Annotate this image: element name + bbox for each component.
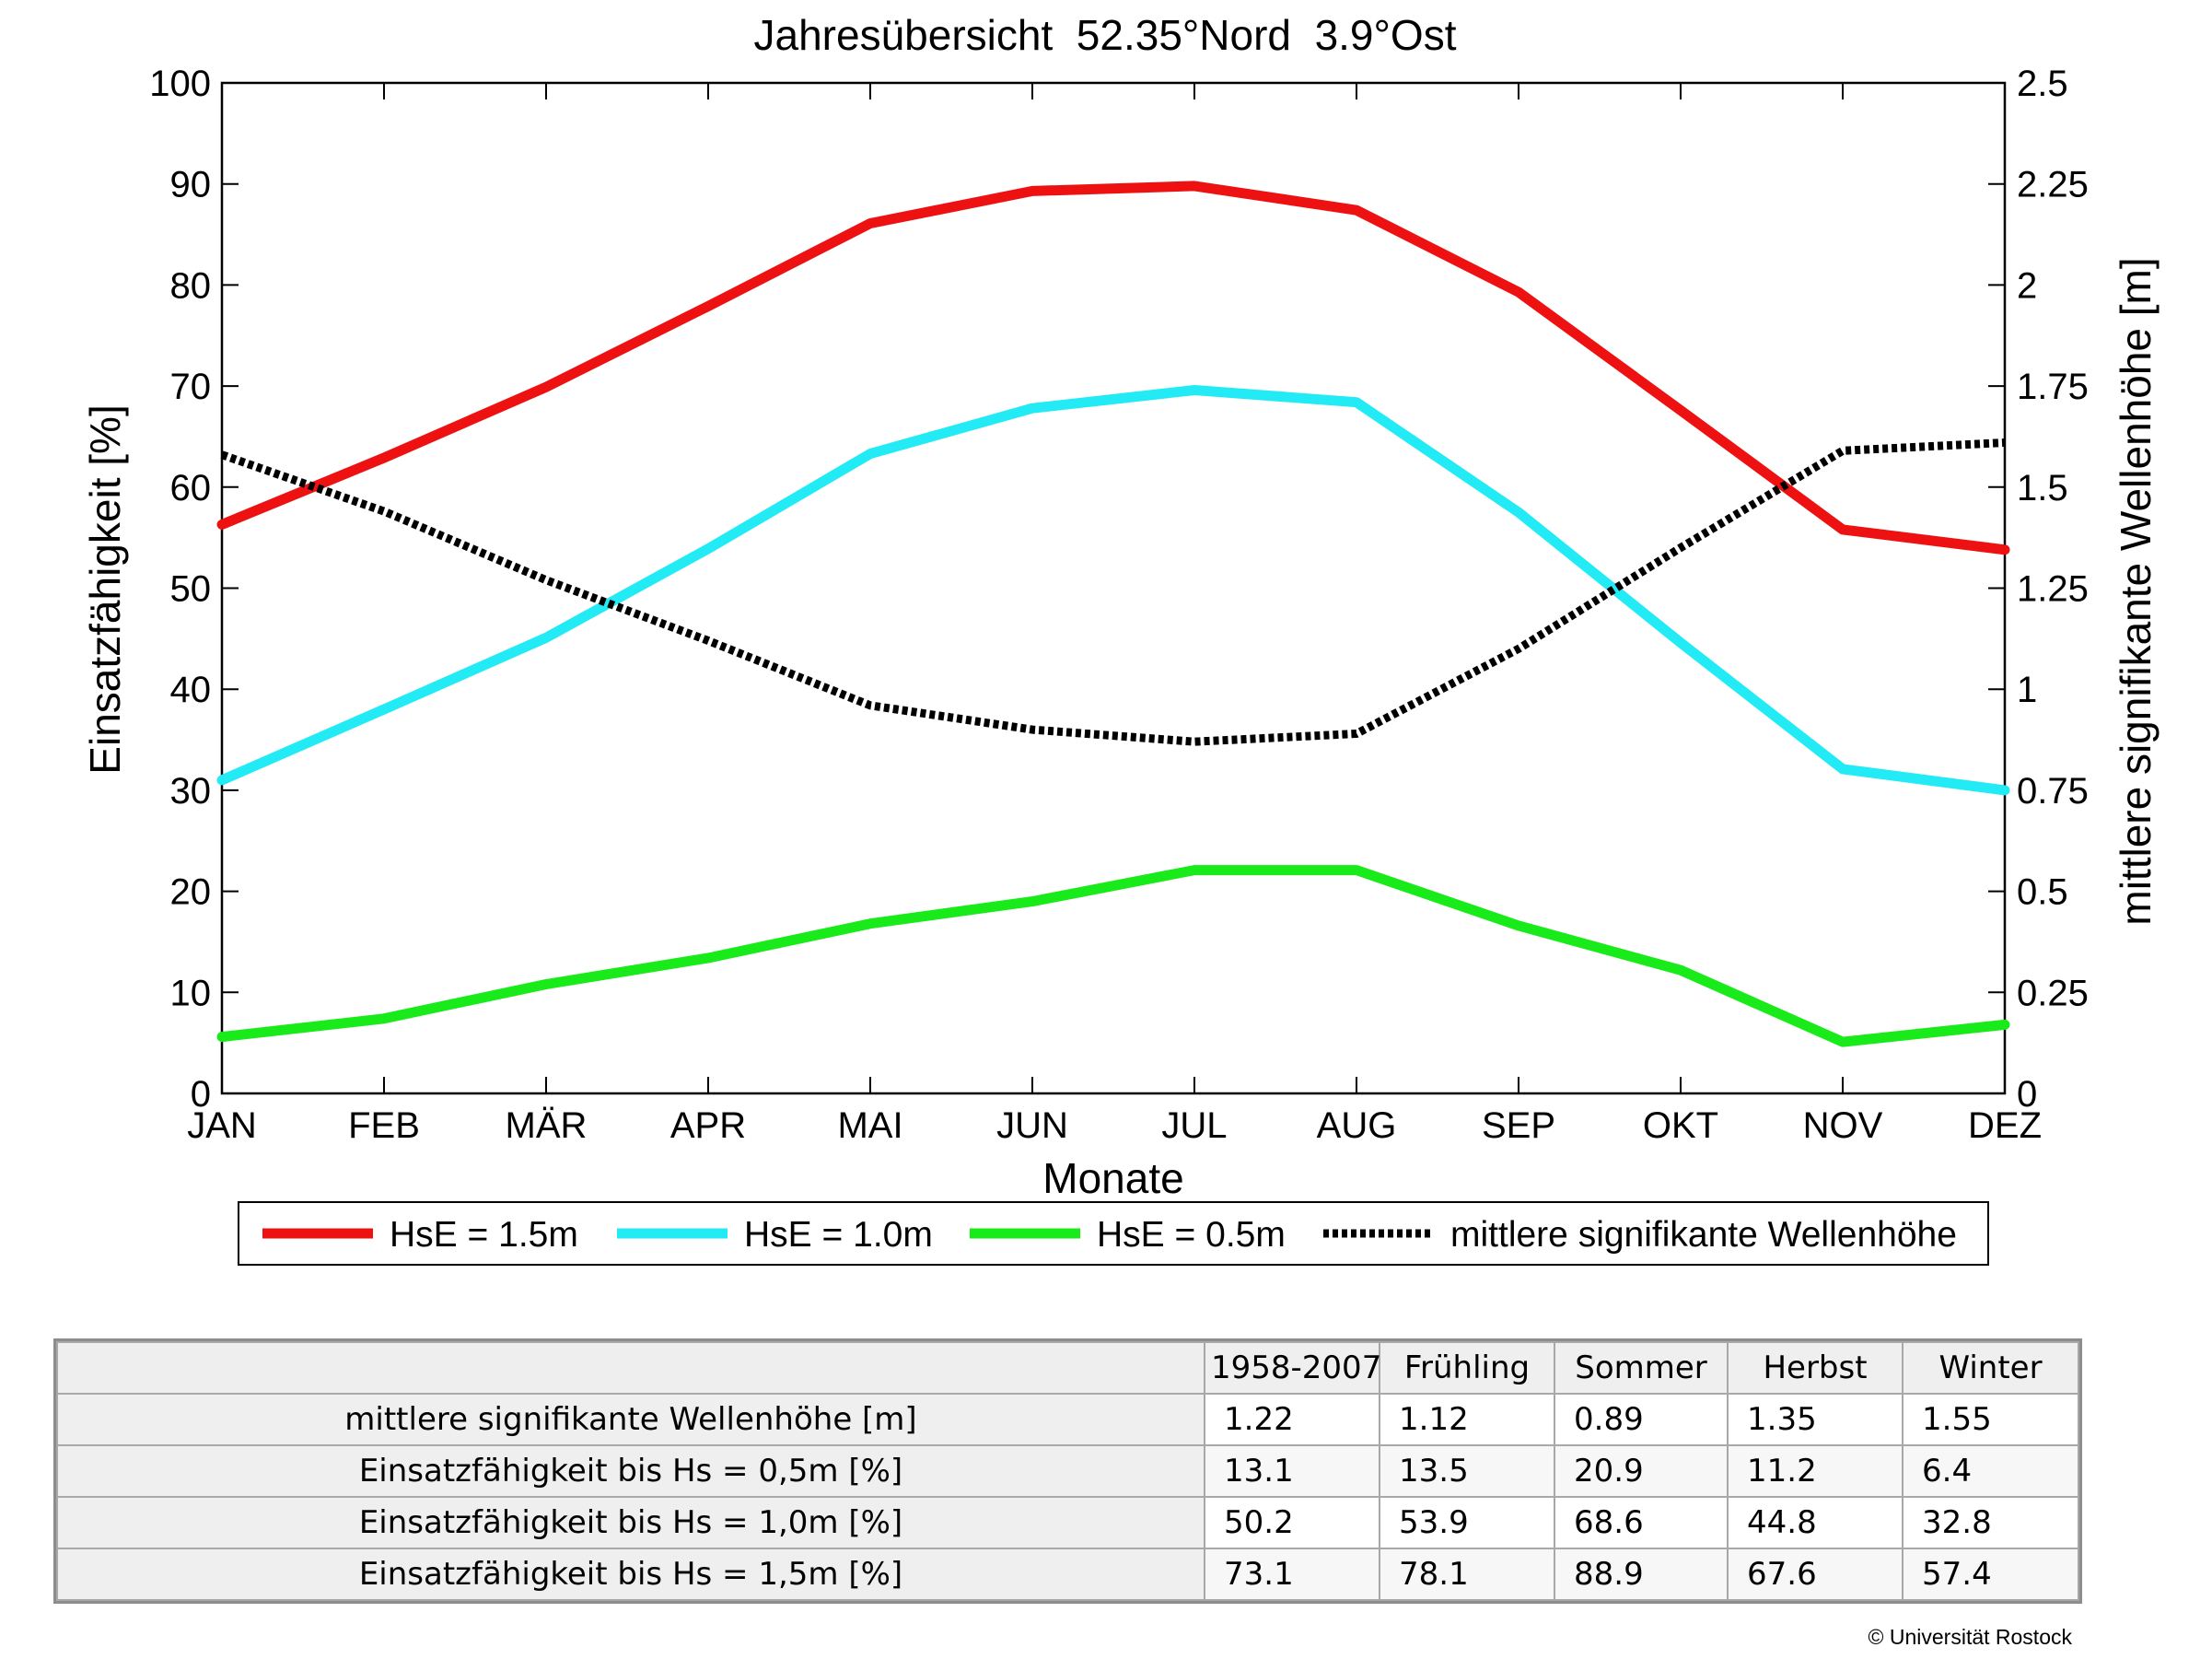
x-tick-label: MÄR (506, 1105, 588, 1146)
table-row: mittlere signifikante Wellenhöhe [m] 1.2… (56, 1393, 2079, 1446)
left-tick-label: 0 (191, 1074, 211, 1115)
table-cell: 1.55 (1902, 1393, 2079, 1446)
table-cell: 1.22 (1204, 1393, 1380, 1446)
series-line-1 (216, 181, 2010, 555)
table-cell: 6.4 (1902, 1444, 2079, 1498)
right-tick-label: 0 (2017, 1074, 2037, 1115)
right-tick-label: 1.5 (2017, 468, 2068, 508)
right-tick-label: 0.75 (2017, 771, 2089, 812)
right-tick-label: 1.75 (2017, 367, 2089, 407)
legend-box (238, 1201, 1989, 1266)
x-axis: JAN FEB MÄR APR MAI JUN JUL AUG SEP OKT NOV DEZ (187, 83, 2042, 1146)
right-axis: 0 0.25 0.5 0.75 1 1.25 1.5 1.75 2 2.25 2.5 (1988, 64, 2089, 1115)
table-cell: 57.4 (1902, 1548, 2079, 1601)
legend-label: HsE = 1.0m (744, 1215, 933, 1255)
left-tick-label: 100 (149, 64, 211, 104)
table-row: Einsatzfähigkeit bis Hs = 0,5m [%] 13.1 … (56, 1444, 2079, 1498)
table-row: Einsatzfähigkeit bis Hs = 1,5m [%] 73.1 … (56, 1548, 2079, 1601)
right-tick-label: 1.25 (2017, 569, 2089, 610)
column-header-winter: Winter (1902, 1341, 2079, 1395)
series-lines (216, 181, 2010, 1047)
left-tick-label: 10 (170, 973, 212, 1013)
x-tick-label: AUG (1317, 1105, 1397, 1146)
chart-title: Jahresübersicht 52.35°Nord 3.9°Ost (754, 11, 1457, 59)
right-tick-label: 1 (2017, 670, 2037, 710)
table-cell: 78.1 (1379, 1548, 1555, 1601)
series-line-2 (216, 385, 2010, 796)
left-axis: 0 10 20 30 40 50 60 70 80 90 100 (149, 64, 239, 1115)
table-cell: 1.12 (1379, 1393, 1555, 1446)
right-tick-label: 2.25 (2017, 165, 2089, 205)
table-cell: 13.5 (1379, 1444, 1555, 1498)
table-cell: 73.1 (1204, 1548, 1380, 1601)
legend: HsE = 1.5m HsE = 1.0m HsE = 0.5m mittlere s… (238, 1201, 1989, 1266)
copyright-notice: © Universität Rostock (1868, 1625, 2072, 1649)
plot-area-frame (220, 81, 2007, 1095)
table-cell: 13.1 (1204, 1444, 1380, 1498)
right-tick-label: 2.5 (2017, 64, 2068, 104)
x-tick-label: FEB (348, 1105, 420, 1146)
right-tick-label: 0.25 (2017, 973, 2089, 1013)
statistics-table: 1958-2007 Frühling Sommer Herbst Winter … (56, 1341, 2079, 1601)
table-cell: 11.2 (1727, 1444, 1903, 1498)
column-header-spring: Frühling (1379, 1341, 1555, 1395)
column-header-summer: Sommer (1554, 1341, 1729, 1395)
y-axis-label: Einsatzfähigkeit [%] (81, 404, 129, 774)
right-tick-label: 2 (2017, 265, 2037, 306)
table-cell: 50.2 (1204, 1496, 1380, 1549)
table-cell: 0.89 (1554, 1393, 1729, 1446)
table-cell: 32.8 (1902, 1496, 2079, 1549)
table-header-row: 1958-2007 Frühling Sommer Herbst Winter (56, 1341, 2079, 1395)
row-label: Einsatzfähigkeit bis Hs = 1,0m [%] (56, 1496, 1205, 1549)
table-cell: 20.9 (1554, 1444, 1729, 1498)
x-tick-label: SEP (1482, 1105, 1555, 1146)
table-cell: 1.35 (1727, 1393, 1903, 1446)
x-tick-label: JUN (996, 1105, 1068, 1146)
x-tick-label: APR (670, 1105, 746, 1146)
left-tick-label: 70 (170, 367, 212, 407)
table-row: Einsatzfähigkeit bis Hs = 1,0m [%] 50.2 … (56, 1496, 2079, 1549)
table-corner-cell (56, 1341, 1205, 1395)
series-line-3 (216, 865, 2010, 1047)
x-tick-label: JUL (1161, 1105, 1227, 1146)
x-tick-label: OKT (1643, 1105, 1718, 1146)
table-cell: 88.9 (1554, 1548, 1729, 1601)
left-tick-label: 60 (170, 468, 212, 508)
x-axis-label: Monate (1042, 1154, 1183, 1202)
row-label: mittlere signifikante Wellenhöhe [m] (56, 1393, 1205, 1446)
annual-overview-chart: Jahresübersicht 52.35°Nord 3.9°Ost 01020… (81, 11, 2160, 1266)
legend-label: HsE = 1.5m (390, 1215, 578, 1255)
left-tick-label: 30 (170, 771, 212, 812)
x-tick-label: DEZ (1968, 1105, 2042, 1146)
x-tick-label: MAI (837, 1105, 902, 1146)
legend-label: mittlere signifikante Wellenhöhe (1450, 1215, 1957, 1255)
right-tick-label: 0.5 (2017, 872, 2068, 913)
table-cell: 68.6 (1554, 1496, 1729, 1549)
left-tick-label: 50 (170, 569, 212, 610)
table-cell: 67.6 (1727, 1548, 1903, 1601)
series-line-4 (220, 438, 2006, 746)
y2-axis-label: mittlere signifikante Wellenhöhe [m] (2112, 257, 2160, 925)
left-tick-label: 40 (170, 670, 212, 710)
left-tick-label: 80 (170, 265, 212, 306)
table-cell: 44.8 (1727, 1496, 1903, 1549)
column-header-autumn: Herbst (1727, 1341, 1903, 1395)
x-tick-label: NOV (1803, 1105, 1883, 1146)
x-tick-label: JAN (187, 1105, 257, 1146)
row-label: Einsatzfähigkeit bis Hs = 0,5m [%] (56, 1444, 1205, 1498)
left-tick-label: 20 (170, 872, 212, 913)
column-header-period: 1958-2007 (1204, 1341, 1381, 1395)
row-label: Einsatzfähigkeit bis Hs = 1,5m [%] (56, 1548, 1205, 1601)
legend-label: HsE = 0.5m (1097, 1215, 1286, 1255)
left-tick-label: 90 (170, 165, 212, 205)
table-cell: 53.9 (1379, 1496, 1555, 1549)
